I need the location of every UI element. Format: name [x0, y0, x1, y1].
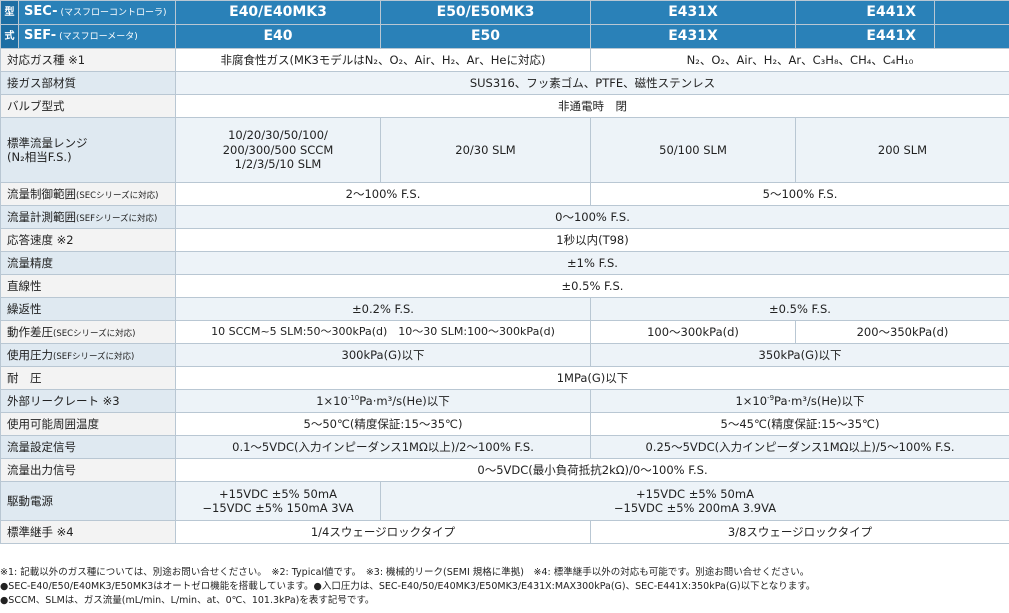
value-linearity: ±0.5% F.S.	[175, 274, 1009, 298]
value-control-range-1: 2～100% F.S.	[175, 182, 591, 206]
label-range: 標準流量レンジ (N₂相当F.S.)	[0, 117, 176, 183]
label-gas: 対応ガス種 ※1	[0, 48, 176, 72]
row-withstand: 耐 圧 1MPa(G)以下	[0, 366, 1009, 390]
value-set-signal-2: 0.25～5VDC(入力インピーダンス1MΩ以上)/5～100% F.S.	[590, 435, 1009, 459]
value-temperature-1: 5～50℃(精度保証:15～35℃)	[175, 412, 591, 436]
label-out-signal: 流量出力信号	[0, 458, 176, 482]
row-power: 駆動電源 +15VDC ±5% 50mA −15VDC ±5% 150mA 3VA…	[0, 481, 1009, 521]
sef-col-e50: E50	[380, 24, 591, 49]
value-power-2: +15VDC ±5% 50mA −15VDC ±5% 200mA 3.9VA	[380, 481, 1009, 521]
value-power-1: +15VDC ±5% 50mA −15VDC ±5% 150mA 3VA	[175, 481, 381, 521]
label-set-signal: 流量設定信号	[0, 435, 176, 459]
label-valve: バルブ型式	[0, 94, 176, 118]
row-fitting: 標準継手 ※4 1/4スウェージロックタイプ 3/8スウェージロックタイプ	[0, 520, 1009, 544]
value-leak-1: 1×10-10Pa·m³/s(He)以下	[175, 389, 591, 413]
value-diff-pressure-2: 100～300kPa(d)	[590, 320, 796, 344]
row-gas: 対応ガス種 ※1 非腐食性ガス(MK3モデルはN₂、O₂、Air、H₂、Ar、H…	[0, 48, 1009, 72]
sef-model-label: SEF- (マスフローメータ)	[18, 24, 176, 49]
value-fitting-1: 1/4スウェージロックタイプ	[175, 520, 591, 544]
label-fitting: 標準継手 ※4	[0, 520, 176, 544]
value-valve: 非通電時 閉	[175, 94, 1009, 118]
row-accuracy: 流量精度 ±1% F.S.	[0, 251, 1009, 275]
value-accuracy: ±1% F.S.	[175, 251, 1009, 275]
label-measure-range: 流量計測範囲(SEFシリーズに対応)	[0, 205, 176, 229]
spec-table: 型 SEC- (マスフローコントローラ) E40/E40MK3 E50/E50MK…	[0, 0, 1009, 544]
label-withstand: 耐 圧	[0, 366, 176, 390]
label-response: 応答速度 ※2	[0, 228, 176, 252]
footnote-line-2: ●SEC-E40/E50/E40MK3/E50MK3はオートゼロ機能を搭載してい…	[0, 581, 816, 592]
label-control-range: 流量制御範囲(SECシリーズに対応)	[0, 182, 176, 206]
value-range-4: 200 SLM	[795, 117, 1009, 183]
label-use-pressure: 使用圧力(SEFシリーズに対応)	[0, 343, 176, 367]
label-temperature: 使用可能周囲温度	[0, 412, 176, 436]
row-material: 接ガス部材質 SUS316、フッ素ゴム、PTFE、磁性ステンレス	[0, 71, 1009, 95]
row-measure-range: 流量計測範囲(SEFシリーズに対応) 0～100% F.S.	[0, 205, 1009, 229]
value-range-1: 10/20/30/50/100/200/300/500 SCCM 1/2/3/5/…	[175, 117, 381, 183]
value-leak-2: 1×10-9Pa·m³/s(He)以下	[590, 389, 1009, 413]
row-diff-pressure: 動作差圧(SECシリーズに対応) 10 SCCM~5 SLM:50～300kPa…	[0, 320, 1009, 344]
footnote-line-1: ※1: 記載以外のガス種については、別途お問い合せください。 ※2: Typic…	[0, 567, 810, 578]
model-kata-label: 型	[0, 0, 19, 25]
header-row-sec: 型 SEC- (マスフローコントローラ) E40/E40MK3 E50/E50MK…	[0, 0, 1009, 25]
row-linearity: 直線性 ±0.5% F.S.	[0, 274, 1009, 298]
header-row-sef: 式 SEF- (マスフローメータ) E40 E50 E431X E441X	[0, 24, 1009, 49]
sec-model-label: SEC- (マスフローコントローラ)	[18, 0, 176, 25]
label-accuracy: 流量精度	[0, 251, 176, 275]
value-use-pressure-1: 300kPa(G)以下	[175, 343, 591, 367]
value-range-3: 50/100 SLM	[590, 117, 796, 183]
value-control-range-2: 5～100% F.S.	[590, 182, 1009, 206]
value-diff-pressure-1: 10 SCCM~5 SLM:50～300kPa(d) 10～30 SLM:100…	[175, 320, 591, 344]
value-diff-pressure-3: 200～350kPa(d)	[795, 320, 1009, 344]
label-material: 接ガス部材質	[0, 71, 176, 95]
value-repeatability-2: ±0.5% F.S.	[590, 297, 1009, 321]
value-gas-1: 非腐食性ガス(MK3モデルはN₂、O₂、Air、H₂、Ar、Heに対応)	[175, 48, 591, 72]
sef-col-e431x: E431X	[590, 24, 796, 49]
label-power: 駆動電源	[0, 481, 176, 521]
value-response: 1秒以内(T98)	[175, 228, 1009, 252]
sef-col-e40: E40	[175, 24, 381, 49]
row-temperature: 使用可能周囲温度 5～50℃(精度保証:15～35℃) 5～45℃(精度保証:1…	[0, 412, 1009, 436]
value-fitting-2: 3/8スウェージロックタイプ	[590, 520, 1009, 544]
value-measure-range: 0～100% F.S.	[175, 205, 1009, 229]
value-withstand: 1MPa(G)以下	[175, 366, 1009, 390]
row-repeatability: 繰返性 ±0.2% F.S. ±0.5% F.S.	[0, 297, 1009, 321]
value-out-signal: 0～5VDC(最小負荷抵抗2kΩ)/0～100% F.S.	[175, 458, 1009, 482]
row-leak: 外部リークレート ※3 1×10-10Pa·m³/s(He)以下 1×10-9P…	[0, 389, 1009, 413]
footnotes: ※1: 記載以外のガス種については、別途お問い合せください。 ※2: Typic…	[0, 566, 1009, 608]
row-control-range: 流量制御範囲(SECシリーズに対応) 2～100% F.S. 5～100% F.…	[0, 182, 1009, 206]
row-set-signal: 流量設定信号 0.1～5VDC(入力インピーダンス1MΩ以上)/2～100% F…	[0, 435, 1009, 459]
value-material: SUS316、フッ素ゴム、PTFE、磁性ステンレス	[175, 71, 1009, 95]
value-temperature-2: 5～45℃(精度保証:15～35℃)	[590, 412, 1009, 436]
sef-col-e441x: E441X	[795, 24, 935, 49]
row-valve: バルブ型式 非通電時 閉	[0, 94, 1009, 118]
label-repeatability: 繰返性	[0, 297, 176, 321]
value-gas-2: N₂、O₂、Air、H₂、Ar、C₃H₈、CH₄、C₄H₁₀	[590, 48, 1009, 72]
label-diff-pressure: 動作差圧(SECシリーズに対応)	[0, 320, 176, 344]
label-linearity: 直線性	[0, 274, 176, 298]
model-kata-label-2: 式	[0, 24, 19, 49]
value-repeatability-1: ±0.2% F.S.	[175, 297, 591, 321]
value-range-2: 20/30 SLM	[380, 117, 591, 183]
footnote-line-3: ●SCCM、SLMは、ガス流量(mL/min、L/min、at、0℃、101.3…	[0, 595, 375, 606]
row-range: 標準流量レンジ (N₂相当F.S.) 10/20/30/50/100/200/30…	[0, 117, 1009, 183]
sec-col-e50: E50/E50MK3	[380, 0, 591, 25]
sec-col-e40: E40/E40MK3	[175, 0, 381, 25]
row-out-signal: 流量出力信号 0～5VDC(最小負荷抵抗2kΩ)/0～100% F.S.	[0, 458, 1009, 482]
label-leak: 外部リークレート ※3	[0, 389, 176, 413]
value-use-pressure-2: 350kPa(G)以下	[590, 343, 1009, 367]
sec-col-e431x: E431X	[590, 0, 796, 25]
row-response: 応答速度 ※2 1秒以内(T98)	[0, 228, 1009, 252]
value-set-signal-1: 0.1～5VDC(入力インピーダンス1MΩ以上)/2～100% F.S.	[175, 435, 591, 459]
sec-col-e441x: E441X	[795, 0, 935, 25]
row-use-pressure: 使用圧力(SEFシリーズに対応) 300kPa(G)以下 350kPa(G)以下	[0, 343, 1009, 367]
